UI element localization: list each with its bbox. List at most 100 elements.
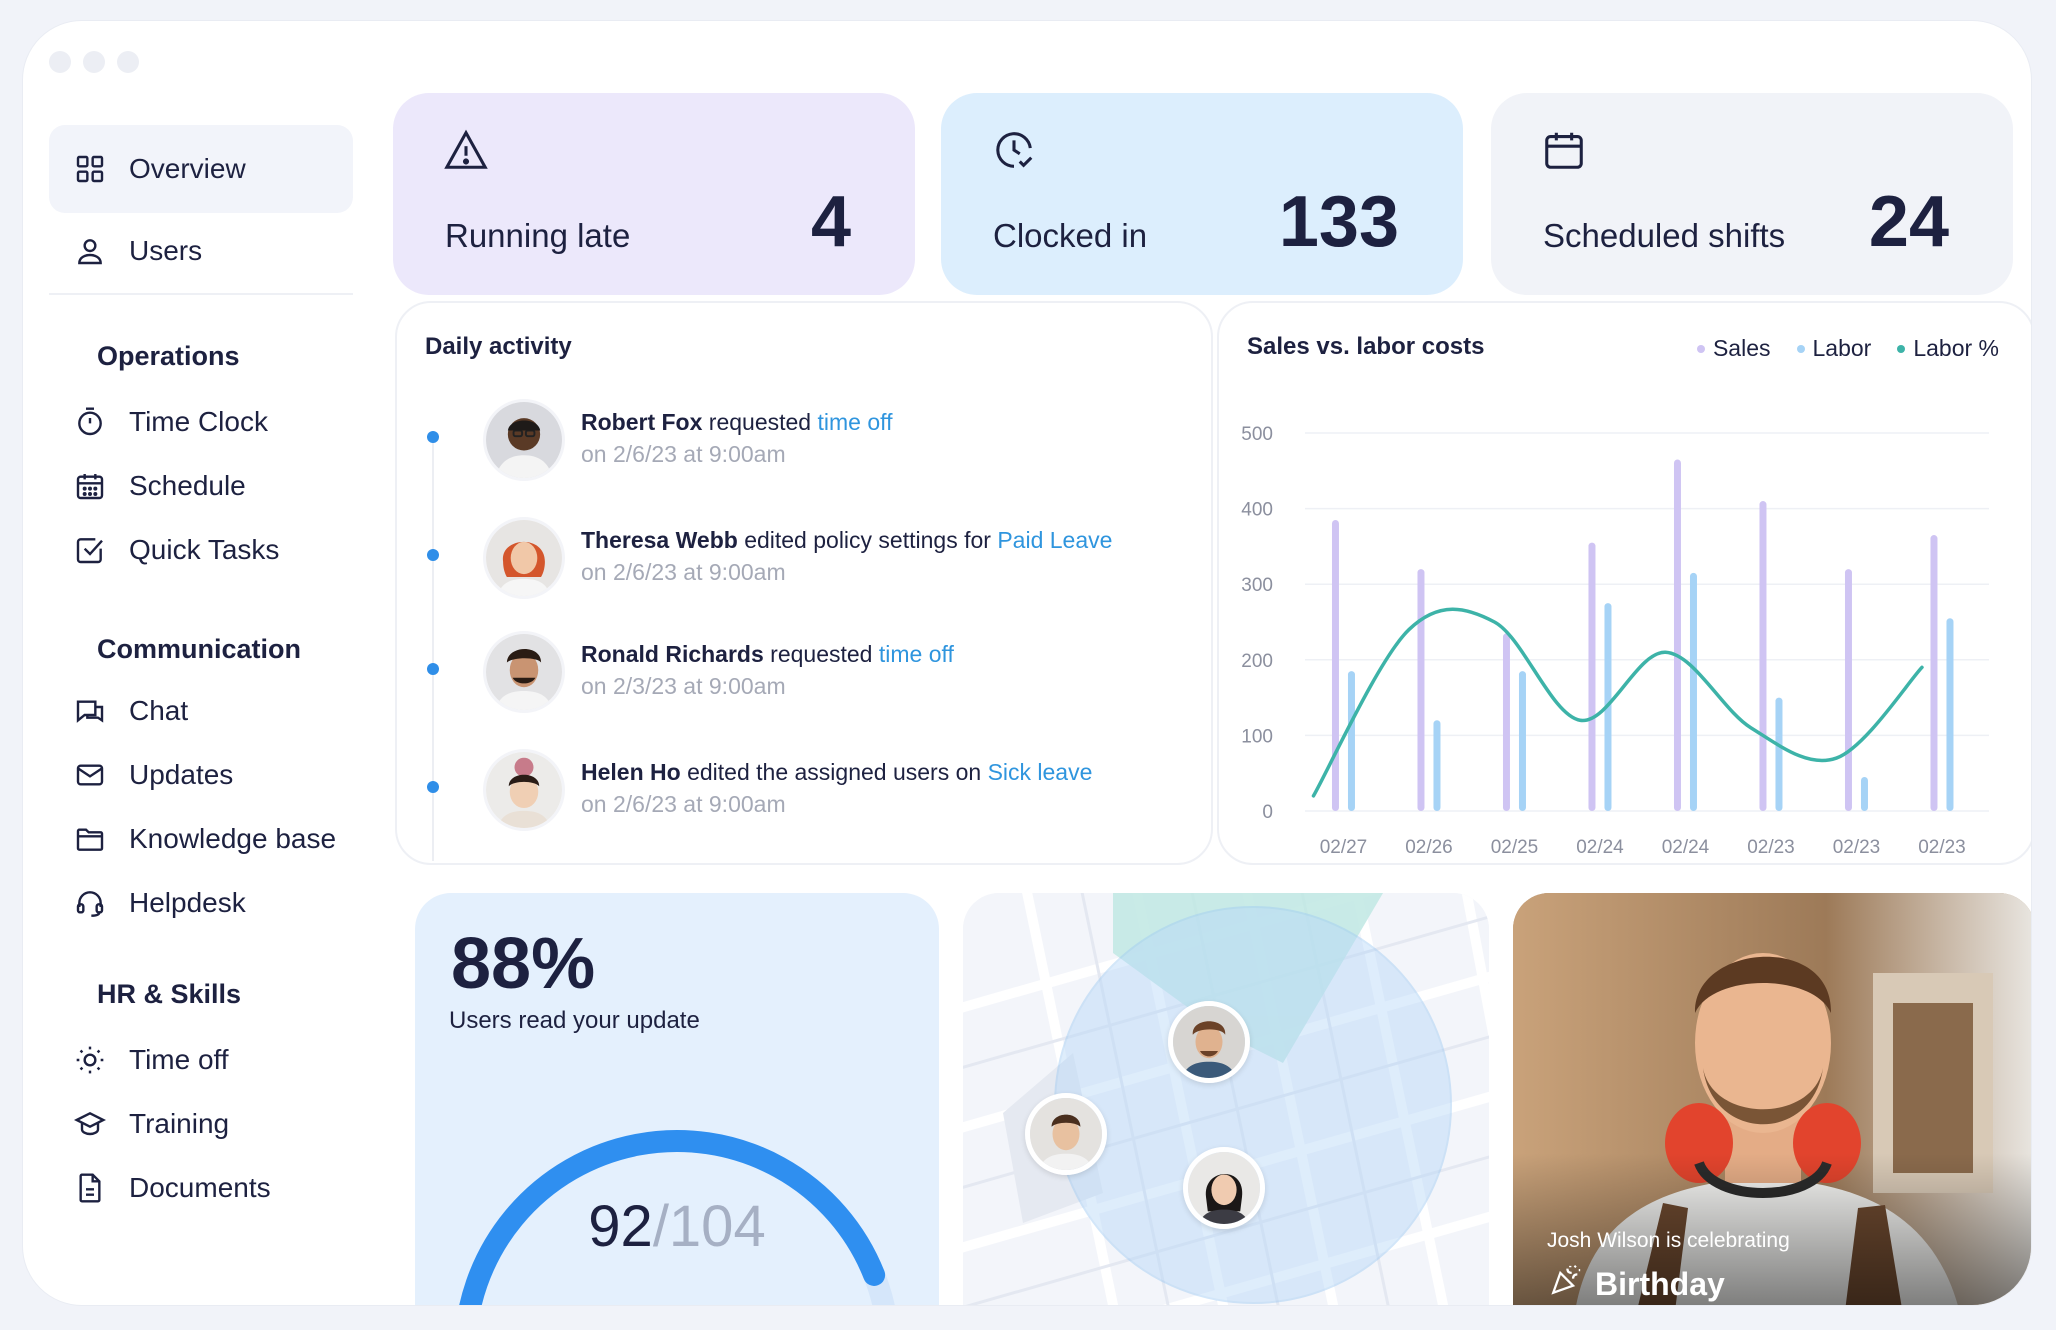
read-rate-card[interactable]: 88% Users read your update 92/104 — [415, 893, 939, 1305]
y-tick-label: 200 — [1241, 651, 1273, 672]
labor-pct-line — [1311, 607, 1924, 798]
sales-bar — [1588, 542, 1596, 811]
avatar — [483, 399, 565, 481]
sidebar-item-chat[interactable]: Chat — [49, 679, 353, 743]
window-dot[interactable] — [49, 51, 71, 73]
activity-text: Robert Fox requested time off — [581, 409, 892, 436]
y-tick-label: 300 — [1241, 575, 1273, 596]
legend-item-labor[interactable]: Labor — [1796, 335, 1871, 362]
stat-label: Clocked in — [993, 217, 1148, 254]
activity-action: edited policy settings for — [744, 527, 991, 553]
folder-icon — [73, 822, 107, 856]
birthday-card[interactable]: Josh Wilson is celebrating Birthday — [1513, 893, 2031, 1305]
sidebar-item-training[interactable]: Training — [49, 1092, 353, 1156]
sidebar-item-time-off[interactable]: Time off — [49, 1028, 353, 1092]
labor-bar — [1518, 671, 1526, 811]
x-tick-label: 02/23 — [1747, 837, 1795, 858]
window-dot[interactable] — [83, 51, 105, 73]
activity-time: on 2/6/23 at 9:00am — [581, 559, 786, 585]
stat-value: 4 — [810, 182, 851, 262]
sidebar-item-knowledge-base[interactable]: Knowledge base — [49, 807, 353, 871]
map-user-pin[interactable] — [1168, 1001, 1250, 1083]
stat-card-clocked-in[interactable]: Clocked in 133 — [941, 93, 1463, 295]
calendar-grid-icon — [73, 469, 107, 503]
sidebar-item-label: Knowledge base — [129, 823, 337, 854]
activity-item[interactable]: Helen Ho edited the assigned users on Si… — [427, 749, 1167, 831]
stat-value: 133 — [1278, 182, 1399, 262]
timeline-dot — [427, 663, 439, 675]
sidebar-item-helpdesk[interactable]: Helpdesk — [49, 871, 353, 935]
activity-item[interactable]: Ronald Richards requested time off on 2/… — [427, 631, 1167, 713]
stat-label: Running late — [445, 217, 631, 254]
labor-bar — [1775, 697, 1783, 811]
legend-label: Sales — [1712, 335, 1771, 361]
sidebar-item-label: Schedule — [129, 470, 246, 501]
warning-icon — [443, 127, 489, 173]
sidebar-item-overview[interactable]: Overview — [49, 125, 353, 213]
divider — [49, 293, 353, 295]
chart-title: Sales vs. labor costs — [1247, 333, 1485, 360]
sidebar-item-label: Time Clock — [129, 406, 268, 437]
activity-action: edited the assigned users on — [687, 759, 982, 785]
map-user-pin[interactable] — [1025, 1093, 1107, 1175]
x-tick-label: 02/23 — [1833, 837, 1881, 858]
sales-bar — [1417, 569, 1425, 811]
sidebar-item-schedule[interactable]: Schedule — [49, 454, 353, 518]
x-tick-label: 02/27 — [1320, 837, 1368, 858]
sidebar-item-documents[interactable]: Documents — [49, 1156, 353, 1220]
sidebar-item-updates[interactable]: Updates — [49, 743, 353, 807]
window-dot[interactable] — [117, 51, 139, 73]
stopwatch-icon — [73, 405, 107, 439]
checkbox-icon — [73, 533, 107, 567]
activity-text: Ronald Richards requested time off — [581, 641, 954, 668]
avatar — [483, 749, 565, 831]
sun-icon — [73, 1043, 107, 1077]
sidebar-item-label: Updates — [129, 759, 234, 790]
activity-item[interactable]: Theresa Webb edited policy settings for … — [427, 517, 1167, 599]
y-tick-label: 100 — [1241, 726, 1273, 747]
legend-swatch — [1796, 344, 1805, 353]
labor-bar — [1347, 671, 1355, 811]
team-map-card[interactable] — [963, 893, 1489, 1305]
birthday-event-label: Birthday — [1595, 1265, 1725, 1302]
x-tick-label: 02/25 — [1491, 837, 1539, 858]
sidebar-item-time-clock[interactable]: Time Clock — [49, 390, 353, 454]
stat-label: Scheduled shifts — [1543, 217, 1786, 254]
legend-label: Labor % — [1913, 335, 1999, 361]
x-tick-label: 02/26 — [1405, 837, 1453, 858]
timeline-line — [432, 441, 434, 861]
legend-item-sales[interactable]: Sales — [1696, 335, 1771, 362]
map-user-pin[interactable] — [1183, 1147, 1265, 1229]
sidebar-item-label: Users — [129, 235, 203, 266]
read-percent: 88% — [451, 924, 596, 1004]
labor-bar — [1689, 572, 1697, 811]
activity-link[interactable]: time off — [817, 409, 893, 435]
panel-title: Daily activity — [425, 333, 572, 360]
activity-item[interactable]: Robert Fox requested time off on 2/6/23 … — [427, 399, 1167, 481]
activity-time: on 2/3/23 at 9:00am — [581, 673, 786, 699]
read-count: 92 — [588, 1194, 653, 1259]
sidebar-item-users[interactable]: Users — [49, 219, 353, 283]
sales-bar — [1331, 519, 1339, 811]
window-controls — [49, 51, 139, 73]
stat-card-scheduled-shifts[interactable]: Scheduled shifts 24 — [1491, 93, 2013, 295]
calendar-icon — [1541, 127, 1587, 173]
stat-card-running-late[interactable]: Running late 4 — [393, 93, 915, 295]
sales-bar — [1930, 535, 1938, 811]
activity-user: Helen Ho — [581, 759, 681, 785]
activity-link[interactable]: Paid Leave — [997, 527, 1113, 553]
sales-bar — [1502, 633, 1510, 811]
timeline-dot — [427, 431, 439, 443]
activity-user: Robert Fox — [581, 409, 703, 435]
activity-link[interactable]: time off — [878, 641, 954, 667]
birthday-photo — [1513, 893, 2031, 1305]
legend-item-labor-pct[interactable]: Labor % — [1897, 335, 1999, 362]
sales-bar — [1844, 569, 1852, 811]
chart-plot: 0 100 200 300 400 500 02/27 02/26 02/25 02/24 02/2… — [1241, 424, 1989, 858]
activity-link[interactable]: Sick leave — [987, 759, 1093, 785]
document-icon — [73, 1171, 107, 1205]
sales-labor-chart-panel: Sales vs. labor costs Sales Labor Labor … — [1217, 301, 2031, 865]
section-title-operations: Operations — [97, 341, 240, 371]
user-icon — [73, 234, 107, 268]
sidebar-item-quick-tasks[interactable]: Quick Tasks — [49, 518, 353, 582]
